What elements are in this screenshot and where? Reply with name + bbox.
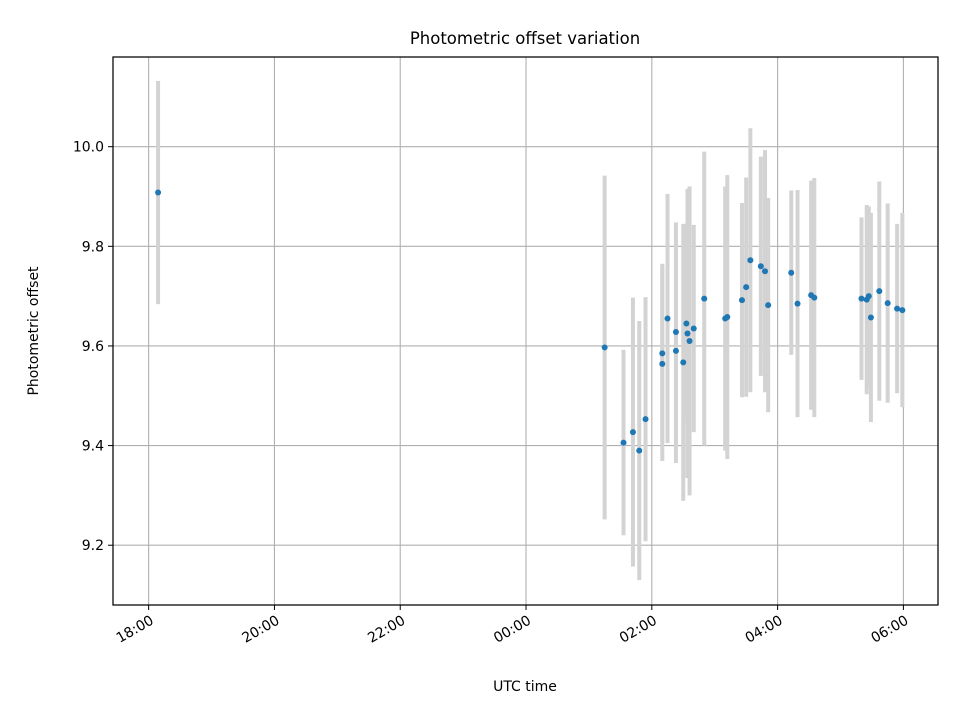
y-tick-label: 10.0 bbox=[73, 140, 104, 156]
data-point bbox=[765, 302, 772, 309]
data-point bbox=[659, 350, 666, 357]
data-point bbox=[629, 429, 636, 436]
data-point bbox=[788, 269, 795, 276]
y-tick-label: 9.4 bbox=[82, 439, 104, 455]
data-point bbox=[686, 337, 693, 344]
data-point bbox=[659, 360, 666, 367]
chart-title: Photometric offset variation bbox=[410, 29, 640, 48]
grid bbox=[113, 57, 938, 605]
data-point bbox=[884, 300, 891, 307]
y-tick-label: 9.8 bbox=[82, 239, 104, 255]
data-point bbox=[155, 189, 162, 196]
data-point bbox=[620, 439, 627, 446]
y-axis-label: Photometric offset bbox=[26, 266, 42, 396]
data-point bbox=[680, 359, 687, 366]
data-point bbox=[672, 347, 679, 354]
data-point bbox=[724, 314, 731, 321]
data-point bbox=[683, 320, 690, 327]
data-points bbox=[155, 189, 906, 454]
data-point bbox=[811, 294, 818, 301]
x-axis-label: UTC time bbox=[493, 679, 557, 695]
data-point bbox=[701, 295, 708, 302]
data-point bbox=[747, 257, 754, 264]
y-tick-label: 9.6 bbox=[82, 339, 104, 355]
y-axis-ticks: 9.2 9.4 9.6 9.8 10.0 bbox=[73, 140, 113, 554]
data-point bbox=[865, 293, 872, 300]
data-point bbox=[664, 315, 671, 322]
plot-frame bbox=[112, 56, 939, 606]
data-point bbox=[894, 305, 901, 312]
data-point bbox=[738, 297, 745, 304]
data-point bbox=[858, 295, 865, 302]
data-point bbox=[794, 300, 801, 307]
data-point bbox=[672, 328, 679, 335]
data-point bbox=[899, 307, 906, 314]
data-point bbox=[642, 416, 649, 423]
data-point bbox=[743, 284, 750, 291]
data-point bbox=[636, 447, 643, 454]
data-point bbox=[867, 314, 874, 321]
data-point bbox=[684, 330, 691, 337]
data-point bbox=[762, 268, 769, 275]
data-point bbox=[601, 344, 608, 351]
y-tick-label: 9.2 bbox=[82, 538, 104, 554]
data-point bbox=[876, 288, 883, 295]
data-point bbox=[757, 263, 764, 270]
data-point bbox=[690, 325, 697, 332]
